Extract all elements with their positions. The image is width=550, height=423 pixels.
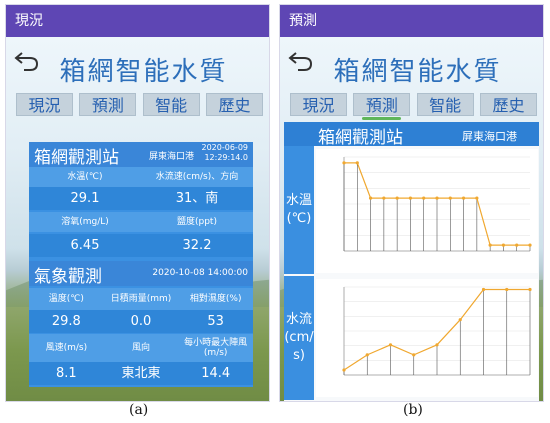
current-data-point	[458, 318, 462, 322]
water-temp-data-point	[368, 196, 373, 200]
screen-forecast: 預測 箱網智能水質 現況 預測 智能 歷史 箱網觀測站 屏東海口港 水溫 (℃)…	[279, 4, 544, 402]
current-data-point	[435, 343, 439, 347]
air-temp-label: 溫度(℃)	[48, 294, 84, 304]
water-temp-value: 29.1	[70, 190, 100, 206]
weather-header: 氣象觀測 2020-10-08 14:00:00	[29, 261, 253, 287]
window-title: 預測	[280, 5, 543, 37]
weather-label-row-2: 風速(m/s) 風向 每小時最大陣風(m/s)	[29, 334, 253, 362]
water-temp-data-point	[422, 196, 426, 200]
water-temp-side-label: 水溫 (℃)	[284, 146, 314, 274]
salinity-value: 32.2	[182, 237, 212, 253]
tab-smart[interactable]: 智能	[142, 93, 200, 116]
tab-history[interactable]: 歷史	[479, 93, 537, 116]
current-chart-svg	[342, 286, 532, 376]
salinity-label: 鹽度(ppt)	[177, 217, 217, 227]
water-temp-data-point	[528, 243, 532, 247]
app-title: 箱網智能水質	[333, 57, 502, 87]
station-header: 箱網觀測站 屏東海口港 2020-06-09 12:29:14.0	[29, 142, 253, 168]
tab-forecast[interactable]: 預測	[79, 93, 137, 116]
app-title: 箱網智能水質	[59, 57, 228, 87]
back-arrow-icon[interactable]	[286, 49, 314, 73]
weather-value-row-1: 29.8 0.0 53	[29, 310, 253, 333]
water-temp-forecast-chart	[316, 149, 538, 273]
current-data-point	[481, 287, 486, 292]
caption-b: (b)	[403, 402, 423, 418]
water-temp-data-point	[475, 196, 479, 200]
water-temp-data-point	[461, 196, 466, 200]
water-temp-data-point	[448, 196, 452, 200]
station-label-row-1: 水溫(℃) 水流速(cm/s)、方向	[29, 167, 253, 187]
humidity-value: 53	[207, 313, 224, 329]
station-site: 屏東海口港	[149, 152, 195, 162]
current-data-point	[388, 343, 393, 347]
water-temp-data-point	[515, 243, 519, 247]
water-temp-data-point	[342, 161, 346, 165]
tab-bar: 現況 預測 智能 歷史	[16, 93, 263, 117]
dissolved-oxygen-label: 溶氧(mg/L)	[61, 217, 109, 227]
station-value-row-2: 6.45 32.2	[29, 234, 253, 257]
tab-current[interactable]: 現況	[16, 93, 73, 116]
forecast-site: 屏東海口港	[462, 130, 517, 143]
current-forecast-chart	[316, 279, 538, 397]
forecast-header: 箱網觀測站 屏東海口港	[284, 122, 539, 148]
station-label-row-2: 溶氧(mg/L) 鹽度(ppt)	[29, 212, 253, 232]
current-speed-label: 水流速(cm/s)、方向	[155, 172, 239, 182]
wind-speed-label: 風速(m/s)	[45, 343, 88, 353]
tab-bar: 現況 預測 智能 歷史	[290, 93, 537, 120]
station-card: 箱網觀測站 屏東海口港 2020-06-09 12:29:14.0 水溫(℃) …	[29, 142, 253, 262]
rainfall-label: 日積雨量(mm)	[110, 294, 172, 304]
weather-label-row-1: 溫度(℃) 日積雨量(mm) 相對濕度(%)	[29, 288, 253, 310]
station-date: 2020-06-09	[201, 143, 249, 152]
water-temp-data-point	[501, 243, 506, 247]
water-temp-label: 水溫(℃)	[67, 172, 103, 182]
current-data-point	[342, 368, 346, 372]
forecast-panel: 箱網觀測站 屏東海口港 水溫 (℃) 水流 (cm/ s)	[284, 122, 539, 401]
tab-history[interactable]: 歷史	[205, 93, 263, 116]
air-temp-value: 29.8	[51, 313, 81, 329]
humidity-label: 相對濕度(%)	[189, 294, 242, 304]
caption-a: (a)	[129, 402, 149, 418]
water-temp-data-point	[395, 196, 399, 200]
water-temp-data-point	[355, 161, 359, 165]
rainfall-value: 0.0	[130, 313, 152, 329]
forecast-title: 箱網觀測站	[318, 128, 403, 148]
station-title: 箱網觀測站	[34, 148, 119, 168]
water-temp-data-point	[408, 196, 413, 200]
wind-direction-label: 風向	[132, 343, 151, 353]
current-speed-value: 31、南	[175, 190, 219, 206]
station-timestamp: 2020-06-09 12:29:14.0	[202, 143, 249, 163]
screen-current: 現況 箱網智能水質 現況 預測 智能 歷史 箱網觀測站 屏東海口港 2020-0…	[5, 4, 270, 402]
tab-current[interactable]: 現況	[290, 93, 347, 116]
current-data-point	[505, 287, 509, 292]
weather-datetime: 2020-10-08 14:00:00	[152, 268, 248, 278]
wind-direction-value: 東北東	[121, 365, 161, 381]
weather-card: 氣象觀測 2020-10-08 14:00:00 溫度(℃) 日積雨量(mm) …	[29, 261, 253, 387]
window-title: 現況	[6, 5, 269, 37]
water-temp-chart-svg	[342, 156, 532, 252]
water-temp-data-point	[435, 196, 439, 200]
current-data-point	[412, 353, 416, 357]
current-data-point	[528, 287, 532, 292]
weather-value-row-2: 8.1 東北東 14.4	[29, 362, 253, 385]
max-gust-label: 每小時最大陣風(m/s)	[184, 338, 248, 358]
station-value-row-1: 29.1 31、南	[29, 187, 253, 210]
tab-forecast[interactable]: 預測	[353, 93, 411, 120]
weather-title: 氣象觀測	[34, 267, 102, 287]
back-arrow-icon[interactable]	[12, 49, 40, 73]
wind-speed-value: 8.1	[55, 365, 77, 381]
current-data-point	[365, 353, 369, 357]
max-gust-value: 14.4	[201, 365, 231, 381]
current-side-label: 水流 (cm/ s)	[284, 276, 314, 400]
tab-smart[interactable]: 智能	[416, 93, 474, 116]
station-time: 12:29:14.0	[204, 153, 248, 162]
water-temp-data-point	[488, 243, 492, 247]
water-temp-data-point	[382, 196, 386, 200]
dissolved-oxygen-value: 6.45	[70, 237, 100, 253]
